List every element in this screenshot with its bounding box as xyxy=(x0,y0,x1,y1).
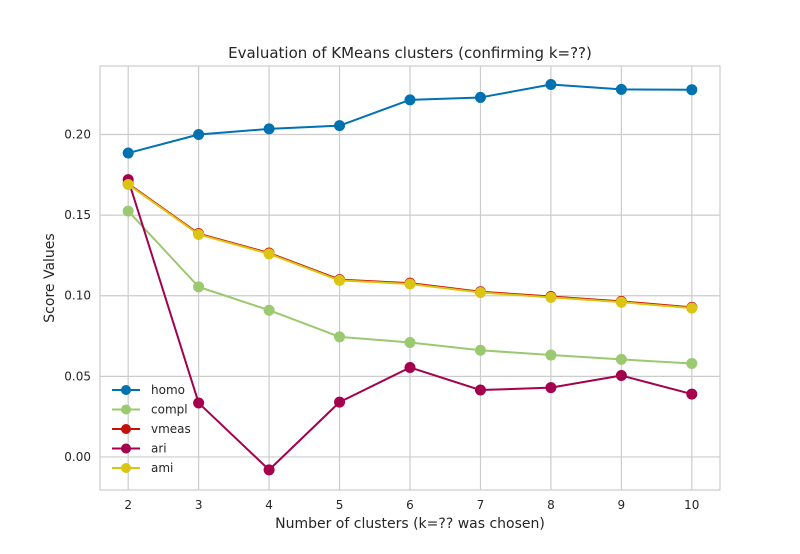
data-point-ami xyxy=(334,274,346,286)
plot-frame xyxy=(99,65,721,491)
data-point-ari xyxy=(404,361,416,373)
data-point-homo xyxy=(474,91,486,103)
data-point-compl xyxy=(686,357,698,369)
data-point-compl xyxy=(193,281,205,293)
legend-label-compl: compl xyxy=(151,403,188,417)
x-tick-label: 9 xyxy=(618,498,626,512)
legend-label-vmeas: vmeas xyxy=(151,422,191,436)
data-point-homo xyxy=(686,84,698,96)
data-point-ami xyxy=(404,278,416,290)
x-tick-label: 2 xyxy=(124,498,132,512)
data-point-compl xyxy=(615,353,627,365)
data-point-compl xyxy=(404,336,416,348)
x-tick-label: 6 xyxy=(406,498,414,512)
series-compl xyxy=(122,205,698,369)
legend-item-compl: compl xyxy=(112,403,188,417)
x-tick-label: 10 xyxy=(684,498,699,512)
legend-item-ami: ami xyxy=(112,461,173,475)
series-ari xyxy=(122,174,698,476)
series-layer xyxy=(122,79,698,476)
data-point-ami xyxy=(122,178,134,190)
data-point-homo xyxy=(334,120,346,132)
y-tick-label: 0.00 xyxy=(64,450,91,464)
data-point-homo xyxy=(263,123,275,135)
x-tick-labels: 2 3 4 5 6 7 8 9 10 xyxy=(124,498,699,512)
data-point-compl xyxy=(474,344,486,356)
x-tick-label: 4 xyxy=(265,498,273,512)
data-point-ami xyxy=(545,291,557,303)
data-point-ari xyxy=(263,464,275,476)
x-tick-label: 3 xyxy=(195,498,203,512)
data-point-ami xyxy=(193,228,205,240)
legend-marker-homo xyxy=(121,385,131,395)
y-tick-label: 0.05 xyxy=(64,369,91,383)
legend-item-vmeas: vmeas xyxy=(112,422,191,436)
x-axis-label: Number of clusters (k=?? was chosen) xyxy=(275,516,545,532)
data-point-ami xyxy=(615,296,627,308)
x-tick-label: 5 xyxy=(336,498,344,512)
data-point-compl xyxy=(122,205,134,217)
data-point-ari xyxy=(615,370,627,382)
data-point-homo xyxy=(615,83,627,95)
grid-lines xyxy=(100,66,720,490)
data-point-ami xyxy=(474,287,486,299)
legend-marker-ari xyxy=(121,443,131,454)
data-point-ari xyxy=(474,384,486,396)
data-point-compl xyxy=(263,304,275,316)
legend-label-ari: ari xyxy=(151,442,167,456)
data-point-ari xyxy=(686,388,698,400)
y-tick-labels: 0.00 0.05 0.10 0.15 0.20 xyxy=(64,128,91,464)
data-point-compl xyxy=(334,331,346,343)
legend-item-homo: homo xyxy=(112,383,185,397)
data-point-homo xyxy=(122,147,134,159)
legend-marker-compl xyxy=(121,404,131,415)
data-point-ami xyxy=(263,248,275,260)
data-point-ari xyxy=(334,396,346,408)
legend-label-homo: homo xyxy=(151,383,185,397)
legend: homo compl vmeas ari ami xyxy=(112,383,191,475)
legend-marker-vmeas xyxy=(121,424,131,434)
data-point-homo xyxy=(193,129,205,141)
data-point-ari xyxy=(545,382,557,394)
data-point-compl xyxy=(545,349,557,361)
data-point-homo xyxy=(545,79,557,91)
data-point-ami xyxy=(686,302,698,314)
y-axis-label: Score Values xyxy=(42,233,58,322)
y-tick-label: 0.20 xyxy=(64,128,91,142)
data-point-ari xyxy=(193,397,205,409)
series-ami xyxy=(122,178,698,314)
data-point-homo xyxy=(404,94,416,106)
chart-title: Evaluation of KMeans clusters (confirmin… xyxy=(228,44,592,62)
y-tick-label: 0.10 xyxy=(64,289,91,303)
x-tick-label: 7 xyxy=(477,498,485,512)
x-tick-label: 8 xyxy=(547,498,555,512)
legend-marker-ami xyxy=(121,463,131,473)
series-homo xyxy=(122,79,698,159)
legend-item-ari: ari xyxy=(112,442,167,456)
y-tick-label: 0.15 xyxy=(64,208,91,222)
legend-label-ami: ami xyxy=(151,461,173,475)
